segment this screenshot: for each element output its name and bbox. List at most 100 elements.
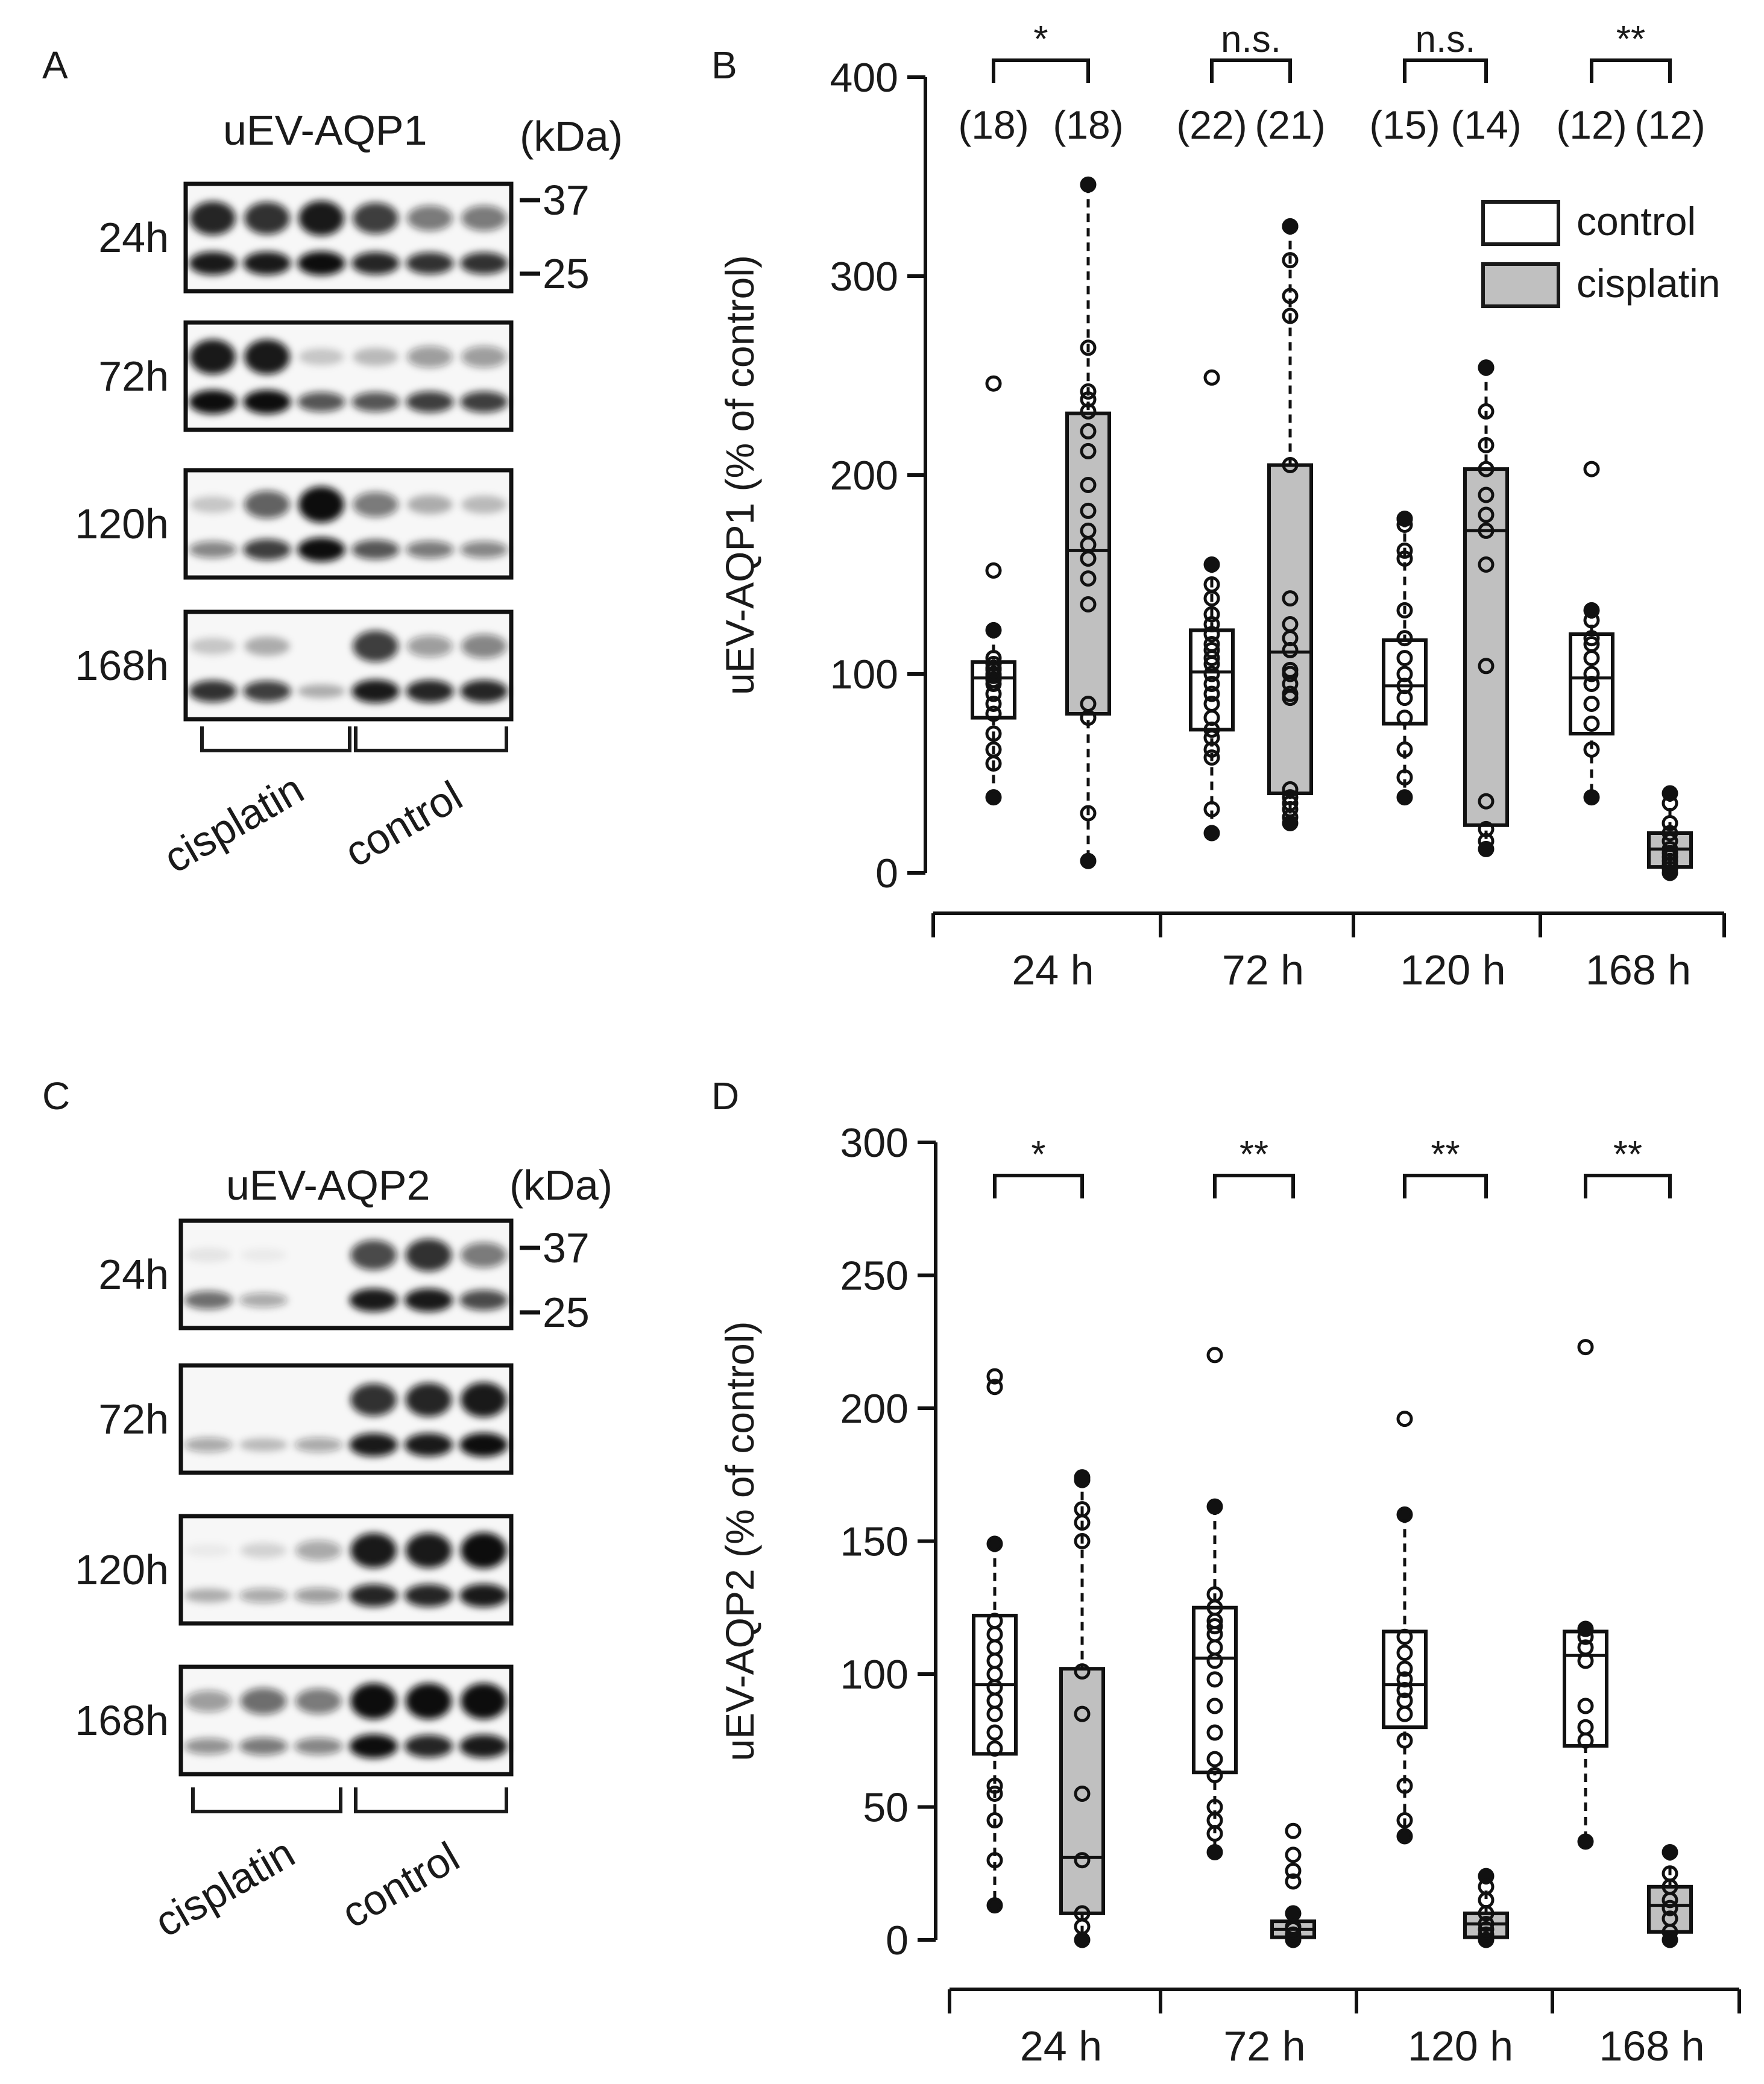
data-point bbox=[1206, 1498, 1223, 1515]
blot-band-upper bbox=[405, 1382, 452, 1417]
data-point bbox=[1074, 1533, 1091, 1549]
whisker-end bbox=[989, 1537, 1001, 1550]
data-point bbox=[1206, 1618, 1223, 1635]
blot-band-lower bbox=[404, 1734, 453, 1758]
blot-row-label: 168h bbox=[75, 1697, 169, 1744]
x-tick-label: 24 h bbox=[1020, 2023, 1102, 2070]
legend-swatch-control bbox=[1481, 200, 1560, 246]
data-point bbox=[985, 650, 1002, 667]
significance-bracket bbox=[1210, 58, 1292, 83]
y-axis-title: uEV-AQP2 (% of control) bbox=[717, 1321, 762, 1761]
data-point bbox=[986, 1897, 1003, 1914]
whisker-end bbox=[1076, 1934, 1088, 1946]
blot-band-upper bbox=[460, 1683, 507, 1719]
data-point bbox=[1577, 1698, 1594, 1714]
data-point bbox=[1080, 442, 1097, 459]
whisker-end bbox=[1206, 558, 1218, 571]
blot-row-label: 72h bbox=[98, 353, 169, 400]
x-tick-label: 72 h bbox=[1223, 2023, 1305, 2070]
significance-label: ** bbox=[1431, 1134, 1460, 1176]
data-point bbox=[1478, 793, 1495, 810]
data-point bbox=[1074, 1501, 1091, 1518]
blot-band-upper bbox=[298, 348, 344, 365]
data-point bbox=[1396, 1828, 1413, 1845]
blot-band-upper bbox=[460, 1532, 507, 1569]
x-tick-label: 168 h bbox=[1599, 2023, 1704, 2070]
blot-frame bbox=[178, 1664, 514, 1777]
data-point bbox=[1206, 1586, 1223, 1603]
data-point bbox=[1478, 556, 1495, 573]
x-tick-label: 72 h bbox=[1222, 946, 1304, 993]
blot-band-lower bbox=[239, 1292, 288, 1308]
y-tick-label: 300 bbox=[840, 1120, 909, 1166]
blot-band-upper bbox=[244, 636, 290, 656]
y-tick-label: 50 bbox=[863, 1785, 909, 1831]
marker-label: 37 bbox=[543, 1224, 590, 1271]
data-point bbox=[1282, 781, 1299, 798]
marker-label: 25 bbox=[543, 1289, 590, 1336]
data-point bbox=[1396, 1628, 1413, 1645]
whisker-end bbox=[1399, 1508, 1411, 1521]
control-box bbox=[1189, 369, 1235, 842]
blot-band-upper bbox=[461, 634, 507, 658]
significance-bracket bbox=[1403, 1174, 1488, 1198]
blot-band-lower bbox=[294, 1437, 343, 1452]
blot-title-aqp2: uEV-AQP2 bbox=[226, 1162, 430, 1209]
data-point bbox=[985, 696, 1002, 712]
data-point bbox=[1396, 542, 1413, 559]
blot-row: 120h bbox=[75, 1514, 514, 1626]
significance-label: ** bbox=[1616, 19, 1645, 60]
blot-band-lower bbox=[184, 1738, 233, 1755]
y-tick-label: 300 bbox=[830, 254, 898, 300]
blot-band-upper bbox=[407, 494, 453, 514]
blot-band-upper bbox=[353, 630, 398, 662]
data-point bbox=[985, 375, 1002, 392]
y-tick-label: 200 bbox=[840, 1386, 909, 1432]
blot-band-lower bbox=[294, 1737, 343, 1755]
data-point bbox=[1282, 789, 1299, 806]
data-point bbox=[1396, 630, 1413, 647]
data-point bbox=[1203, 676, 1220, 692]
whisker-end bbox=[1082, 178, 1094, 191]
blot-band-lower bbox=[243, 389, 291, 414]
significance-bracket bbox=[1584, 1174, 1672, 1198]
data-point bbox=[1396, 1660, 1413, 1677]
data-point bbox=[1583, 602, 1600, 619]
n-label: (14) bbox=[1451, 102, 1521, 147]
blot-row-label: 120h bbox=[75, 500, 169, 547]
data-point bbox=[1478, 486, 1495, 503]
n-label: (15) bbox=[1369, 102, 1440, 147]
cisplatin-box bbox=[1647, 1843, 1693, 1948]
blot-band-upper bbox=[407, 345, 453, 368]
data-point bbox=[1282, 685, 1299, 702]
blot-band-upper bbox=[407, 205, 453, 231]
data-point bbox=[1662, 1931, 1678, 1948]
chart-d: 0 50 100 150 200 250 300 uEV-AQP2 (% of control… bbox=[717, 1120, 1741, 2070]
data-point bbox=[1396, 710, 1413, 726]
data-point bbox=[1396, 650, 1413, 667]
blot-band-upper bbox=[350, 1683, 397, 1719]
data-point bbox=[1478, 1931, 1495, 1948]
blot-band-lower bbox=[294, 1587, 343, 1604]
blot-row: 72h bbox=[98, 1363, 514, 1475]
control-box bbox=[972, 1368, 1018, 1914]
n-label: (12) bbox=[1556, 102, 1627, 147]
data-point bbox=[986, 1740, 1003, 1757]
data-point bbox=[986, 1852, 1003, 1869]
data-point bbox=[1282, 666, 1299, 682]
data-point bbox=[1583, 696, 1600, 712]
blot-band-upper bbox=[407, 635, 453, 657]
data-point bbox=[1396, 1671, 1413, 1688]
blot-frame bbox=[183, 468, 514, 580]
blot-band-lower bbox=[406, 252, 454, 274]
kda-label-c: (kDa) bbox=[509, 1162, 613, 1209]
control-box bbox=[1563, 1339, 1608, 1850]
data-point bbox=[1478, 658, 1495, 675]
panel-a: A uEV-AQP1 (kDa) 24h 72h 120h 168h 37 25 cisp… bbox=[42, 43, 623, 882]
blot-band-lower bbox=[243, 539, 291, 561]
blot-band-lower bbox=[184, 1437, 233, 1452]
panel-d: D 0 50 100 150 200 250 300 uEV-AQP2 (% of contr… bbox=[711, 1074, 1741, 2070]
data-point bbox=[1282, 307, 1299, 324]
legend-label-cisplatin: cisplatin bbox=[1577, 261, 1720, 306]
x-tick-label: 168 h bbox=[1586, 946, 1691, 993]
